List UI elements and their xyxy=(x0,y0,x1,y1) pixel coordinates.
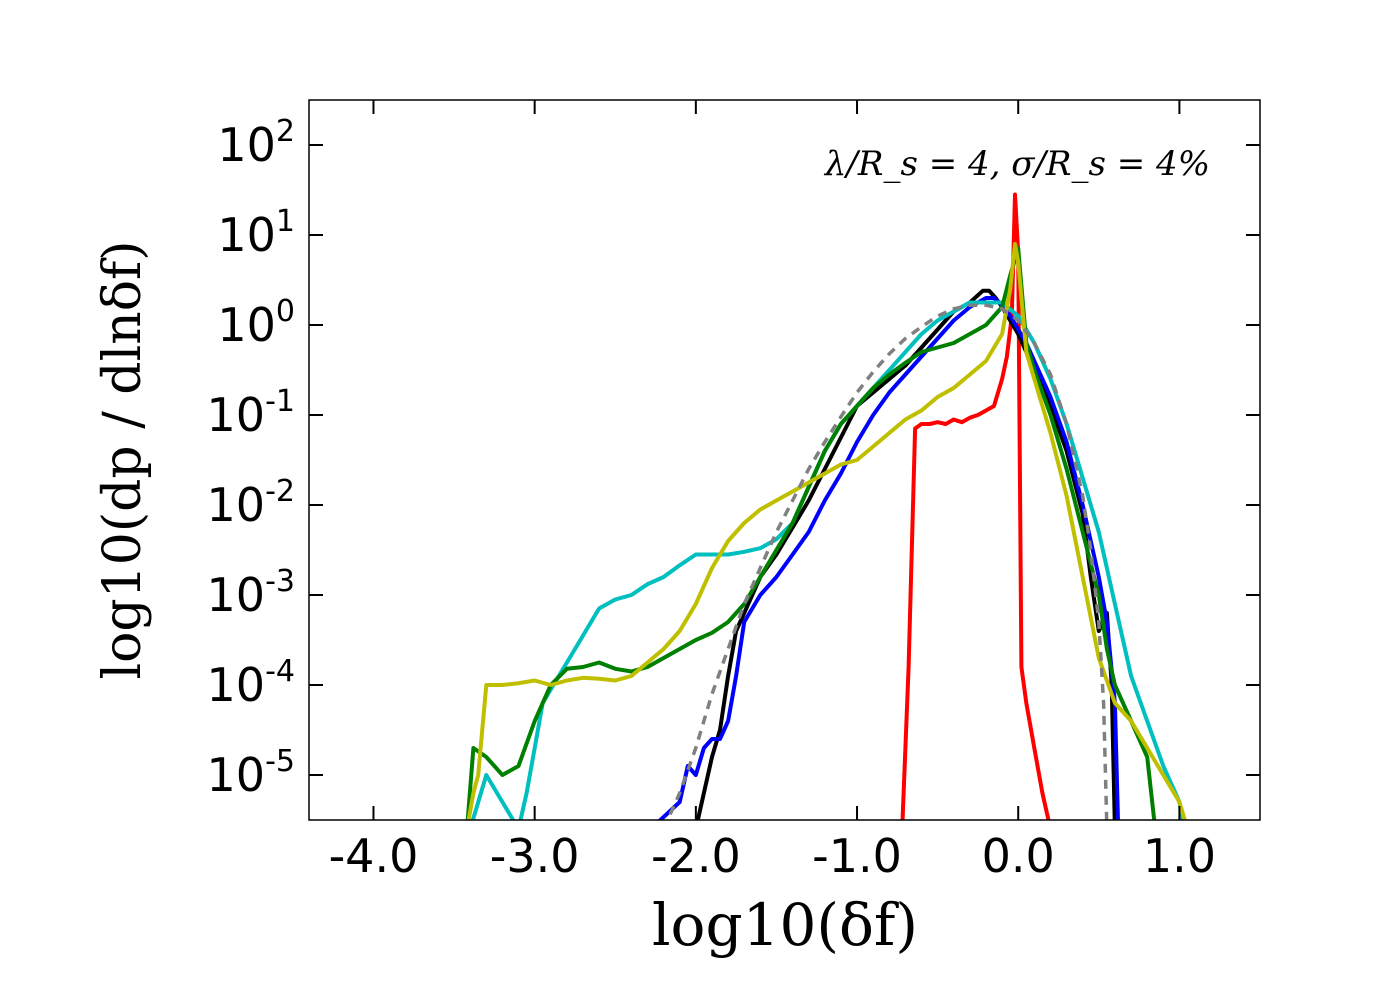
series-line-6 xyxy=(665,303,1109,820)
plot-frame xyxy=(308,99,1261,821)
series-line-4 xyxy=(465,246,1157,820)
x-axis-title: log10(δf) xyxy=(652,891,918,959)
y-axis-title-text: log10(dp / dlnδf) xyxy=(93,240,153,679)
x-tick-label: -2.0 xyxy=(651,829,741,883)
y-tick-label: 10-2 xyxy=(207,474,295,532)
series-line-1 xyxy=(695,288,1117,820)
label-layer: -4.0 -3.0 -2.0 -1.0 0.0 1.0 102 101 100 10-1 10-2 1… xyxy=(207,114,1216,883)
plot-background xyxy=(309,100,1260,820)
series-line-2 xyxy=(657,296,1120,820)
series-line-5 xyxy=(466,242,1187,820)
y-tick-label: 10-4 xyxy=(207,654,295,712)
series-line-0 xyxy=(900,192,1051,820)
y-tick-label: 102 xyxy=(217,114,295,172)
y-tick-label: 10-1 xyxy=(207,384,295,442)
x-tick-label: 0.0 xyxy=(982,829,1055,883)
x-tick-label: -3.0 xyxy=(490,829,580,883)
y-tick-label: 101 xyxy=(217,204,295,262)
x-axis-title-text: log10(δf) xyxy=(652,891,918,959)
y-tick-label: 10-3 xyxy=(207,564,295,622)
y-axis-title: log10(dp / dlnδf) xyxy=(93,240,153,679)
series-layer xyxy=(465,192,1187,820)
x-tick-label: 1.0 xyxy=(1143,829,1216,883)
chart-annotation: λ/R_s = 4, σ/R_s = 4% xyxy=(823,144,1210,184)
x-tick-label: -4.0 xyxy=(329,829,419,883)
x-tick-label: -1.0 xyxy=(812,829,902,883)
tick-layer xyxy=(309,100,1260,820)
y-tick-label: 10-5 xyxy=(207,744,295,802)
y-tick-label: 100 xyxy=(217,294,295,352)
